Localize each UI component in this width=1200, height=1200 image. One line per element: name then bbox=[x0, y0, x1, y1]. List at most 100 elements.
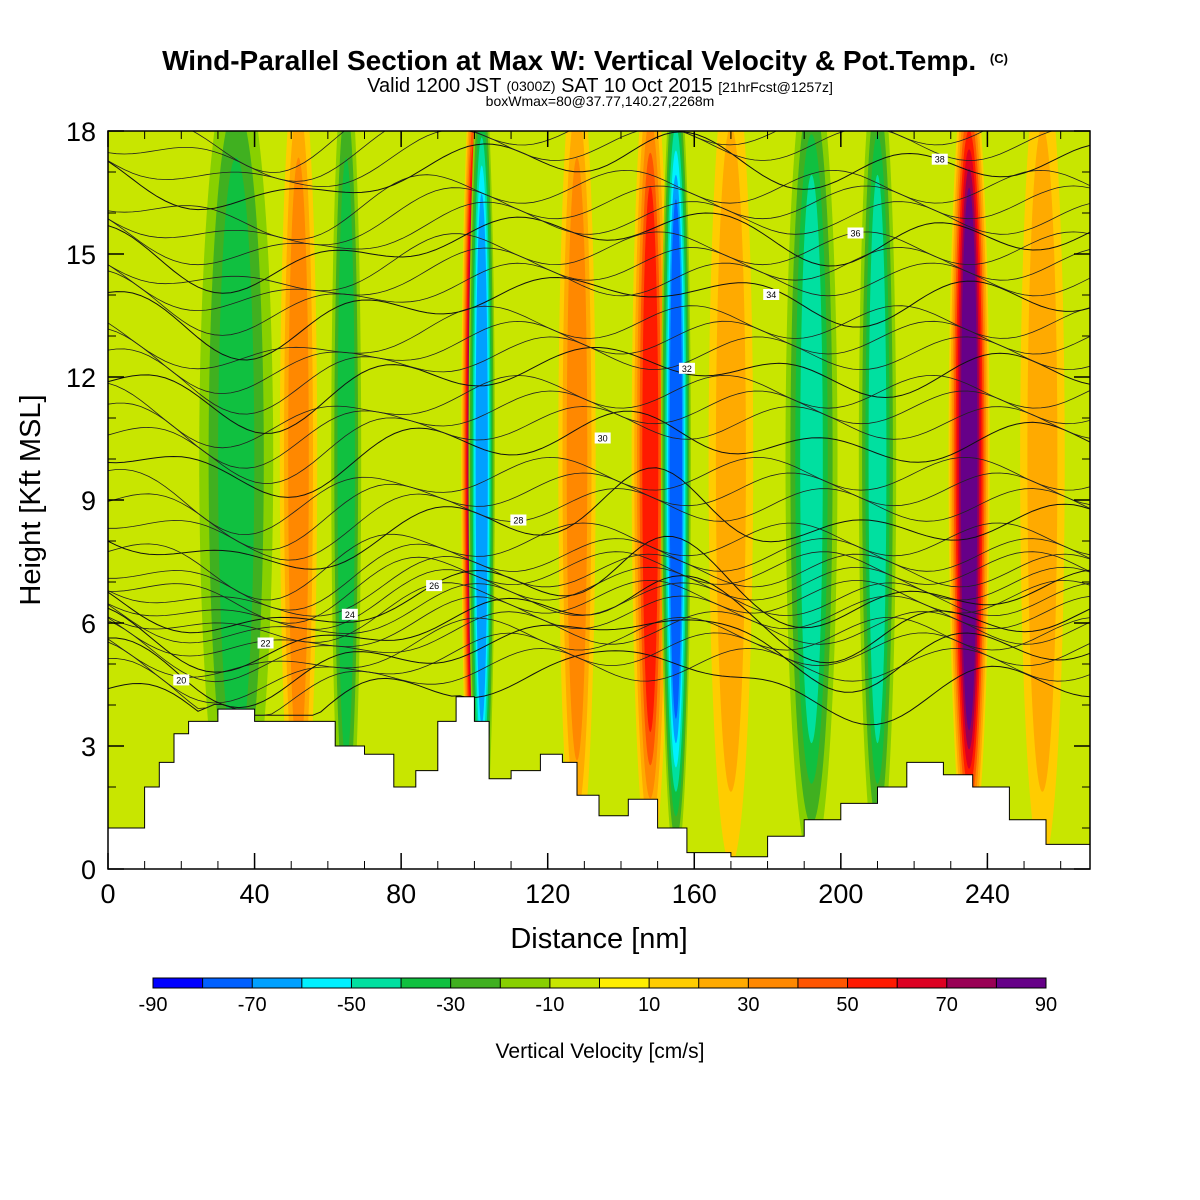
colorbar-label: Vertical Velocity [cm/s] bbox=[496, 1040, 705, 1063]
svg-text:38: 38 bbox=[935, 155, 945, 165]
colorbar-tick-label: -30 bbox=[436, 994, 465, 1016]
colorbar-tick-label: 30 bbox=[737, 994, 759, 1016]
x-tick-label: 0 bbox=[100, 879, 115, 909]
theta-contour-minor bbox=[108, 169, 1090, 241]
theta-contour-minor bbox=[108, 648, 1090, 716]
velocity-cell bbox=[108, 131, 153, 865]
theta-contour-minor bbox=[108, 472, 1090, 551]
theta-contour-minor bbox=[108, 131, 985, 182]
colorbar-tick-label: -90 bbox=[139, 994, 168, 1016]
colorbar-swatch bbox=[649, 978, 700, 988]
y-axis-label: Height [Kft MSL] bbox=[15, 394, 47, 605]
colorbar-tick-label: 90 bbox=[1035, 994, 1057, 1016]
velocity-cell bbox=[558, 131, 596, 865]
velocity-band bbox=[475, 193, 488, 725]
y-tick-label: 0 bbox=[81, 855, 96, 885]
velocity-cell bbox=[858, 131, 897, 865]
theta-contour-minor bbox=[108, 231, 1090, 292]
velocity-cell bbox=[631, 131, 669, 865]
colorbar-swatch bbox=[599, 978, 650, 988]
y-tick-label: 9 bbox=[81, 486, 96, 516]
contour-label: 28 bbox=[510, 514, 527, 526]
y-tick-label: 15 bbox=[66, 240, 96, 270]
colorbar-swatch bbox=[252, 978, 303, 988]
y-tick-label: 6 bbox=[81, 609, 96, 639]
velocity-cell bbox=[708, 131, 754, 865]
theta-contour-minor bbox=[108, 262, 1090, 336]
contour-label: 32 bbox=[678, 362, 695, 374]
theta-contour-minor bbox=[108, 336, 1090, 415]
theta-contour bbox=[108, 619, 1090, 709]
theta-contour-minor bbox=[108, 456, 1090, 536]
contour-label: 24 bbox=[341, 608, 358, 620]
contour-label: 34 bbox=[763, 289, 780, 300]
chart-subsubtitle: boxWmax=80@37.77,140.27,2268m bbox=[486, 93, 715, 109]
x-tick-label: 40 bbox=[240, 879, 270, 909]
x-axis-label: Distance [nm] bbox=[510, 923, 687, 955]
colorbar-swatch bbox=[946, 978, 997, 988]
velocity-cell bbox=[948, 131, 990, 865]
svg-text:22: 22 bbox=[261, 639, 271, 649]
velocity-band bbox=[642, 185, 659, 733]
velocity-band bbox=[715, 131, 746, 792]
potential-temperature-contours bbox=[108, 131, 1090, 726]
velocity-cell bbox=[1020, 131, 1065, 865]
contour-label: 30 bbox=[594, 432, 611, 444]
x-axis: 0 40 80 120 160 200 240 bbox=[100, 131, 1062, 909]
colorbar-swatch bbox=[153, 978, 204, 988]
colorbar-swatch bbox=[748, 978, 799, 988]
svg-text:24: 24 bbox=[345, 610, 355, 620]
velocity-band bbox=[288, 157, 309, 761]
colorbar-tick-label: -50 bbox=[337, 994, 366, 1016]
velocity-cell bbox=[660, 131, 691, 865]
theta-contour-minor bbox=[191, 131, 345, 174]
theta-contour-minor bbox=[108, 305, 1090, 370]
velocity-cell bbox=[468, 131, 495, 865]
colorbar-tick-label: -10 bbox=[535, 994, 564, 1016]
velocity-cell bbox=[785, 131, 838, 865]
theta-contour bbox=[108, 347, 1090, 434]
colorbar-swatch bbox=[401, 978, 452, 988]
theta-contour-minor bbox=[108, 551, 1090, 624]
theta-contour-minor bbox=[108, 579, 1090, 643]
svg-text:32: 32 bbox=[682, 364, 692, 374]
svg-text:26: 26 bbox=[429, 581, 439, 591]
x-tick-label: 80 bbox=[386, 879, 416, 909]
terrain-mask bbox=[108, 696, 1090, 869]
contour-labels: 20 22 24 26 28 30 32 34 36 38 bbox=[173, 153, 948, 686]
terrain-profile bbox=[108, 696, 1090, 869]
colorbar-swatch bbox=[549, 978, 600, 988]
theta-contour bbox=[108, 131, 1090, 211]
colorbar-swatch bbox=[897, 978, 948, 988]
svg-text:36: 36 bbox=[850, 229, 860, 239]
contour-label: 36 bbox=[847, 227, 864, 239]
y-tick-label: 18 bbox=[66, 117, 96, 147]
colorbar-swatch bbox=[450, 978, 501, 988]
velocity-band bbox=[218, 157, 255, 761]
theta-contour bbox=[108, 575, 1090, 673]
x-tick-label: 240 bbox=[965, 879, 1010, 909]
colorbar-swatch bbox=[351, 978, 402, 988]
velocity-band bbox=[962, 206, 976, 712]
theta-contour-minor bbox=[108, 406, 1090, 484]
chart-subtitle: Valid 1200 JST (0300Z) SAT 10 Oct 2015 [… bbox=[367, 74, 833, 97]
colorbar-swatch bbox=[698, 978, 749, 988]
theta-contour-minor bbox=[108, 488, 1090, 561]
x-tick-label: 120 bbox=[525, 879, 570, 909]
velocity-band bbox=[868, 174, 887, 744]
theta-contour bbox=[108, 276, 1090, 361]
chart-title: Wind-Parallel Section at Max W: Vertical… bbox=[162, 45, 1008, 76]
colorbar-swatch bbox=[797, 978, 849, 988]
colorbar-tick-label: -70 bbox=[238, 994, 267, 1016]
colorbar-tick-label: 70 bbox=[936, 994, 958, 1016]
theta-contour bbox=[108, 410, 1090, 498]
x-tick-label: 160 bbox=[672, 879, 717, 909]
colorbar: -90 -70 -50 -30 -10 10 30 50 70 90 bbox=[139, 977, 1057, 1016]
colorbar-swatch bbox=[301, 978, 352, 988]
contour-label: 22 bbox=[257, 637, 274, 649]
svg-text:28: 28 bbox=[513, 516, 523, 526]
y-tick-label: 3 bbox=[81, 732, 96, 762]
velocity-band bbox=[566, 157, 588, 761]
